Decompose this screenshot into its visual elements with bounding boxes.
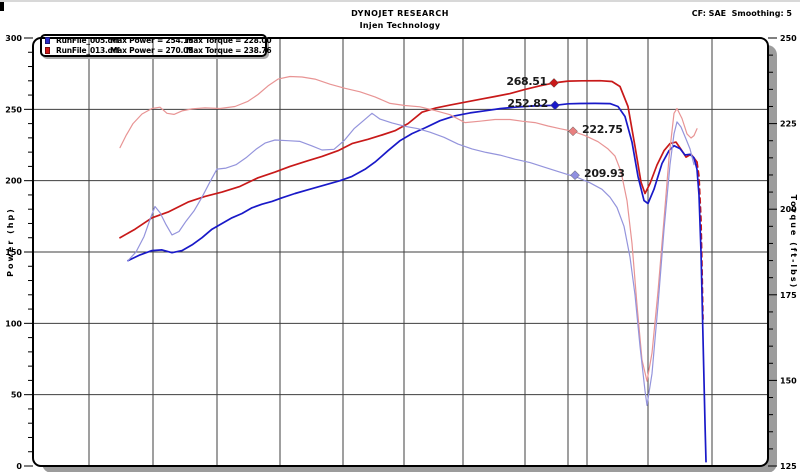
correction-smoothing-label: CF: SAE Smoothing: 5 bbox=[691, 9, 792, 18]
y-left-axis: 300 250 200 150 100 50 0 Power (hp) bbox=[5, 34, 33, 471]
legend-file-name: RunFile_005.drf bbox=[56, 36, 120, 46]
legend-max-torque: Max Torque = 238.76 bbox=[186, 45, 272, 55]
curve-runfile-005-power bbox=[127, 102, 707, 463]
y-left-tick-label: 50 bbox=[11, 391, 23, 400]
y-right-axis: 250 225 200 175 150 125 Torque (ft-lbs) bbox=[768, 34, 798, 471]
y-left-tick-label: 300 bbox=[5, 34, 22, 43]
y-right-axis-title: Torque (ft-lbs) bbox=[789, 195, 798, 290]
legend-file-name: RunFile_013.drf bbox=[56, 45, 120, 55]
legend-row-run013: RunFile_013.drf Max Power = 270.05 Max T… bbox=[45, 45, 272, 56]
gridlines bbox=[33, 38, 768, 466]
legend-box: RunFile_005.drf Max Power = 254.15 Max T… bbox=[40, 34, 272, 57]
legend-marker-blue bbox=[45, 37, 50, 45]
page-subtitle: Injen Technology bbox=[359, 21, 441, 30]
legend-max-power: Max Power = 270.05 bbox=[110, 45, 194, 55]
corner-artifact bbox=[0, 2, 4, 11]
curve-runfile-013-power bbox=[119, 79, 698, 239]
y-right-tick-label: 175 bbox=[780, 291, 797, 300]
legend-max-power: Max Power = 254.15 bbox=[110, 36, 194, 46]
legend-max-torque: Max Torque = 228.00 bbox=[186, 36, 272, 46]
cursor-value-torque-run013: 222.75 bbox=[582, 123, 623, 137]
cursor-diamond[interactable] bbox=[570, 170, 580, 181]
y-right-tick-label: 225 bbox=[780, 120, 797, 129]
cursor-diamond[interactable] bbox=[550, 100, 560, 111]
y-left-axis-title: Power (hp) bbox=[6, 207, 15, 277]
legend-marker-red bbox=[45, 46, 50, 54]
y-left-tick-label: 200 bbox=[5, 177, 22, 186]
y-right-tick-label: 250 bbox=[780, 34, 797, 43]
cursor-value-power-run013: 268.51 bbox=[506, 74, 547, 88]
curve-runfile-005-torque bbox=[127, 112, 695, 406]
y-right-tick-label: 200 bbox=[780, 205, 797, 214]
y-left-tick-label: 250 bbox=[5, 105, 22, 114]
y-right-tick-label: 125 bbox=[780, 462, 797, 471]
cursor-diamond[interactable] bbox=[568, 126, 578, 137]
y-left-tick-label: 150 bbox=[5, 248, 22, 257]
curve-runfile-013-torque bbox=[119, 75, 698, 382]
y-left-tick-label: 0 bbox=[16, 462, 22, 471]
y-right-tick-label: 150 bbox=[780, 376, 797, 385]
legend-row-run005: RunFile_005.drf Max Power = 254.15 Max T… bbox=[45, 36, 272, 46]
y-left-tick-label: 100 bbox=[5, 319, 22, 328]
page-title: DYNOJET RESEARCH bbox=[351, 9, 449, 18]
cursor-value-torque-run005: 209.93 bbox=[584, 167, 625, 181]
cursor-value-power-run005: 252.82 bbox=[507, 97, 548, 111]
cursor-diamond[interactable] bbox=[549, 78, 559, 88]
